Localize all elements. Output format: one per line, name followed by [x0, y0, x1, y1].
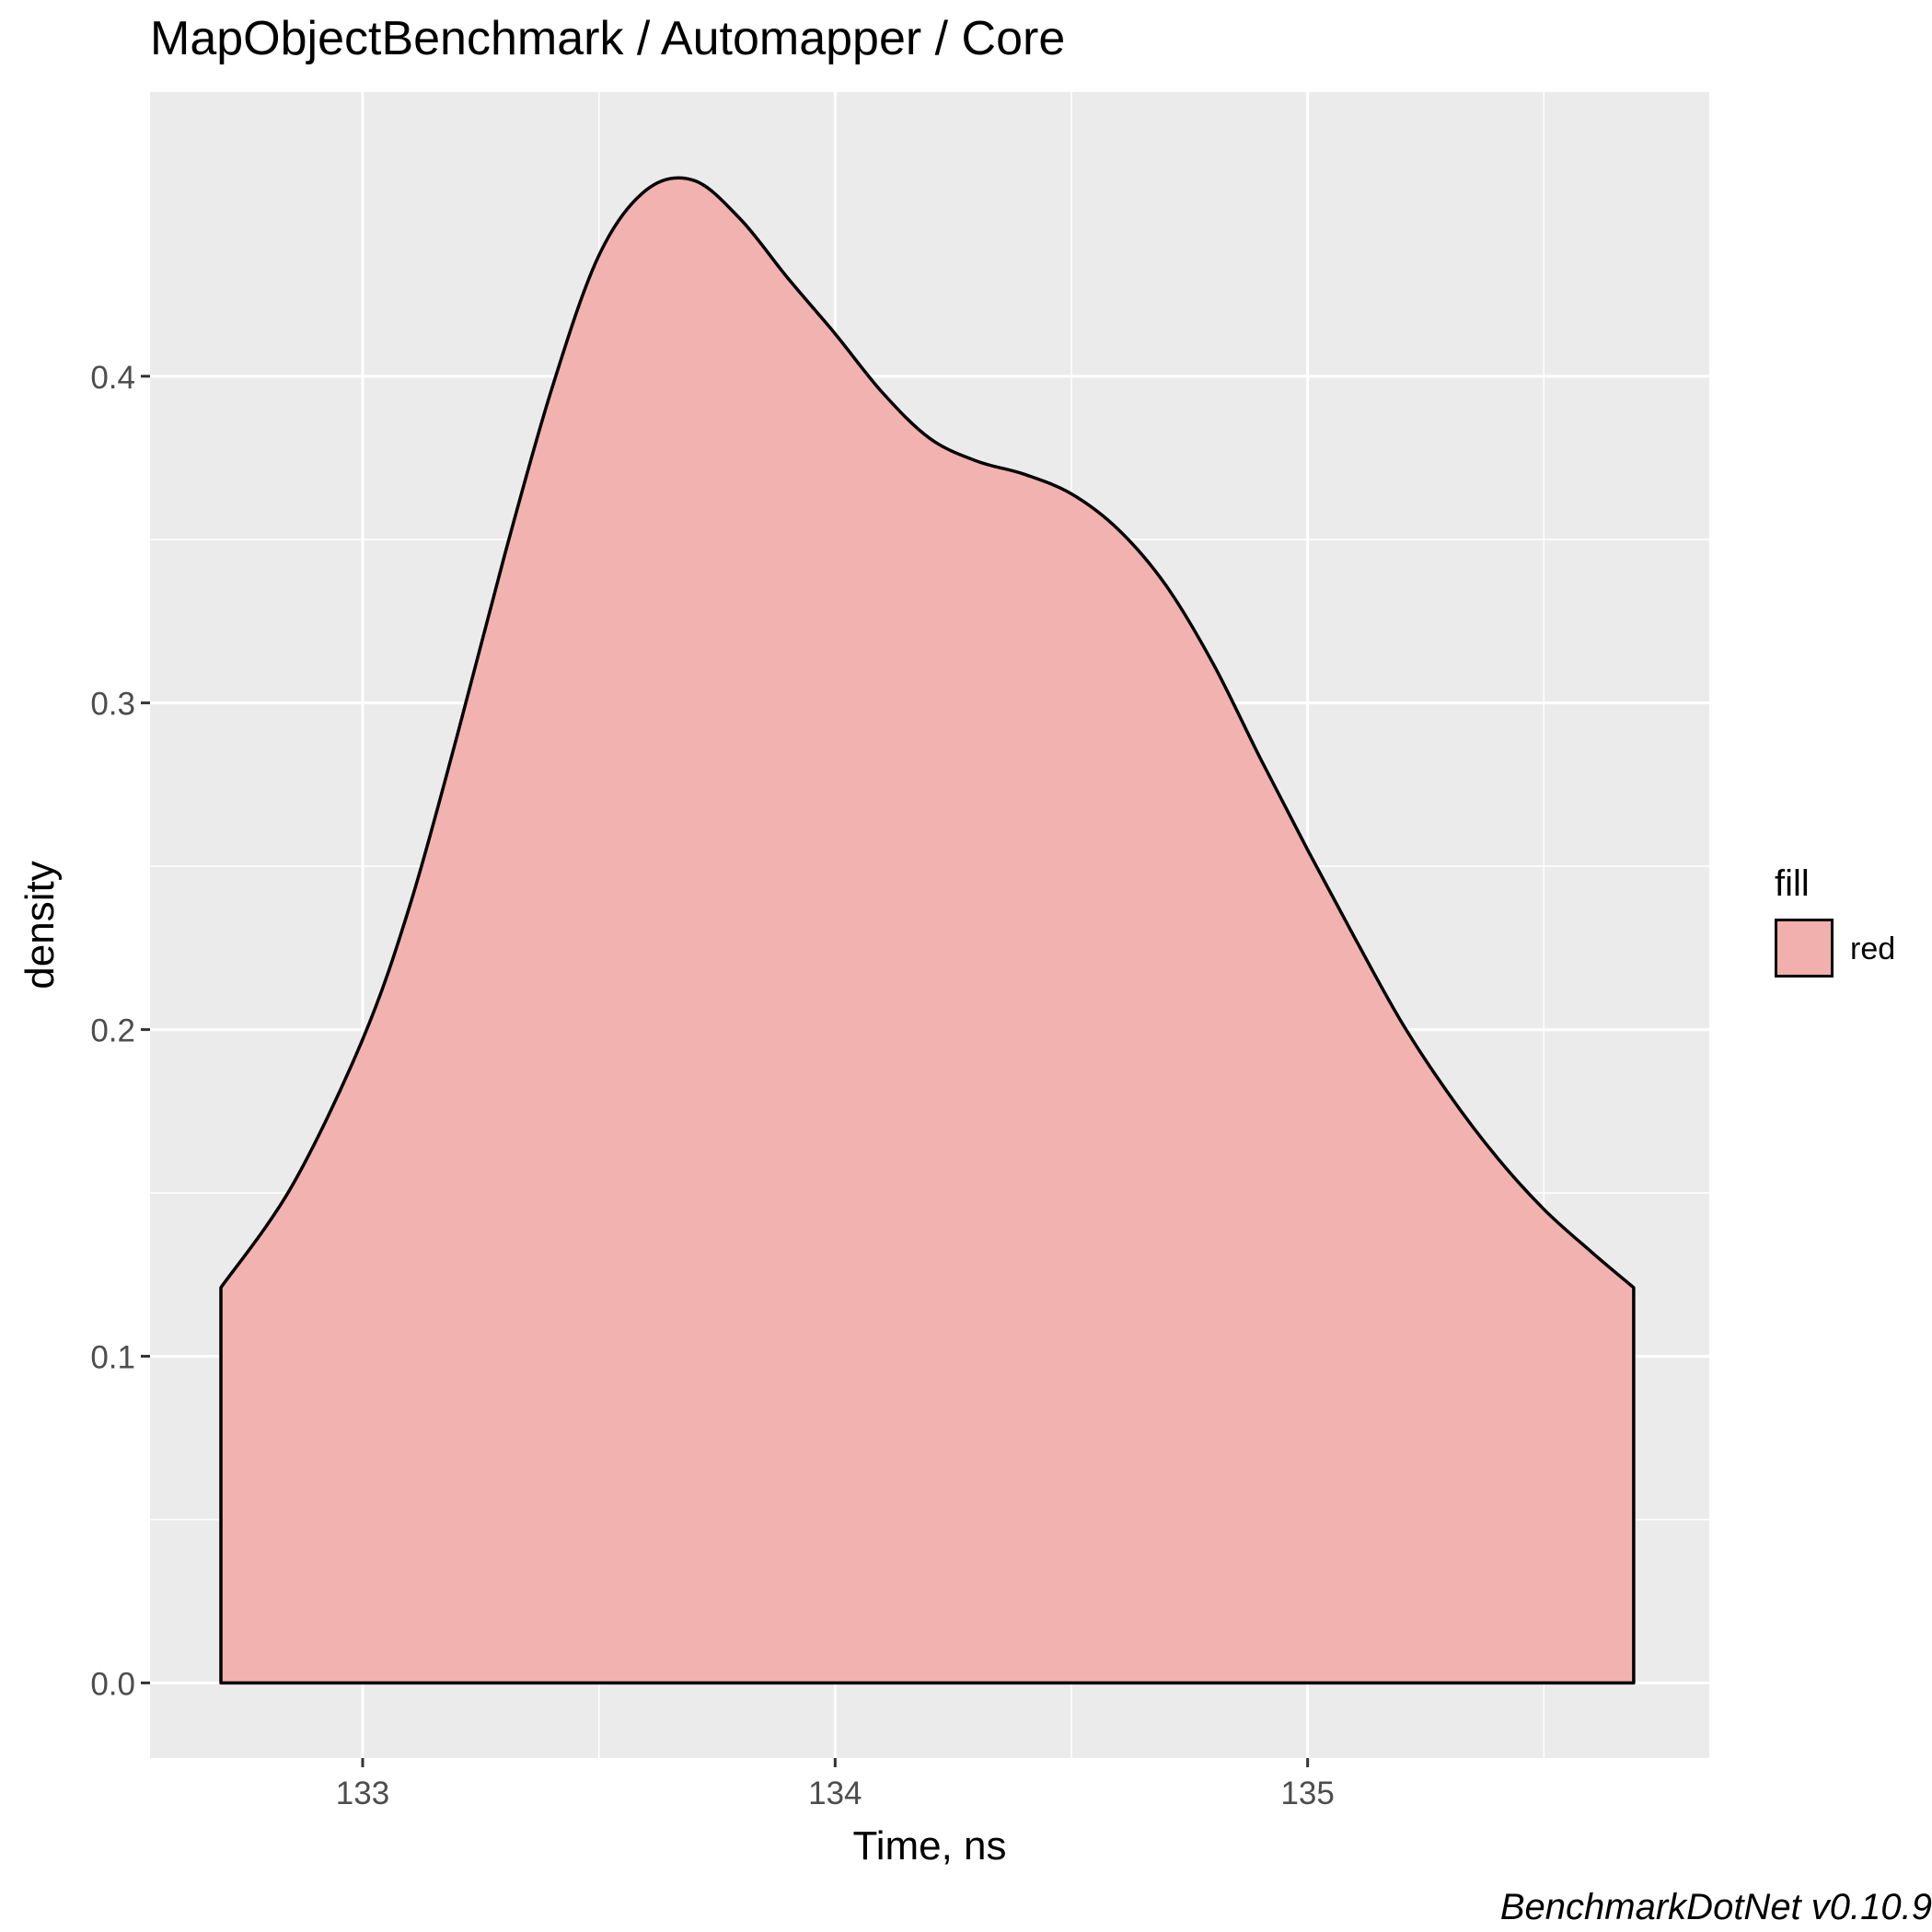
- legend-title: fill: [1775, 863, 1810, 904]
- x-axis-label: Time, ns: [852, 1823, 1006, 1868]
- chart-title: MapObjectBenchmark / Automapper / Core: [150, 12, 1066, 65]
- y-tick-label: 0.3: [90, 687, 135, 723]
- x-tick-label: 135: [1280, 1776, 1334, 1811]
- y-tick-label: 0.1: [90, 1339, 135, 1375]
- legend-swatch-red: [1775, 919, 1834, 978]
- x-tick-label: 134: [808, 1776, 862, 1811]
- y-axis-label: density: [17, 861, 63, 989]
- legend-label-red: red: [1850, 931, 1896, 966]
- y-tick-label: 0.4: [90, 360, 135, 396]
- y-tick-label: 0.0: [90, 1666, 135, 1702]
- x-tick-label: 133: [336, 1776, 389, 1811]
- y-tick-label: 0.2: [90, 1013, 135, 1049]
- density-area: [219, 176, 1636, 1685]
- y-axis: 0.0 0.1 0.2 0.3 0.4: [90, 360, 150, 1702]
- chart-caption: BenchmarkDotNet v0.10.9: [1499, 1887, 1932, 1927]
- x-axis: 133 134 135: [336, 1758, 1335, 1811]
